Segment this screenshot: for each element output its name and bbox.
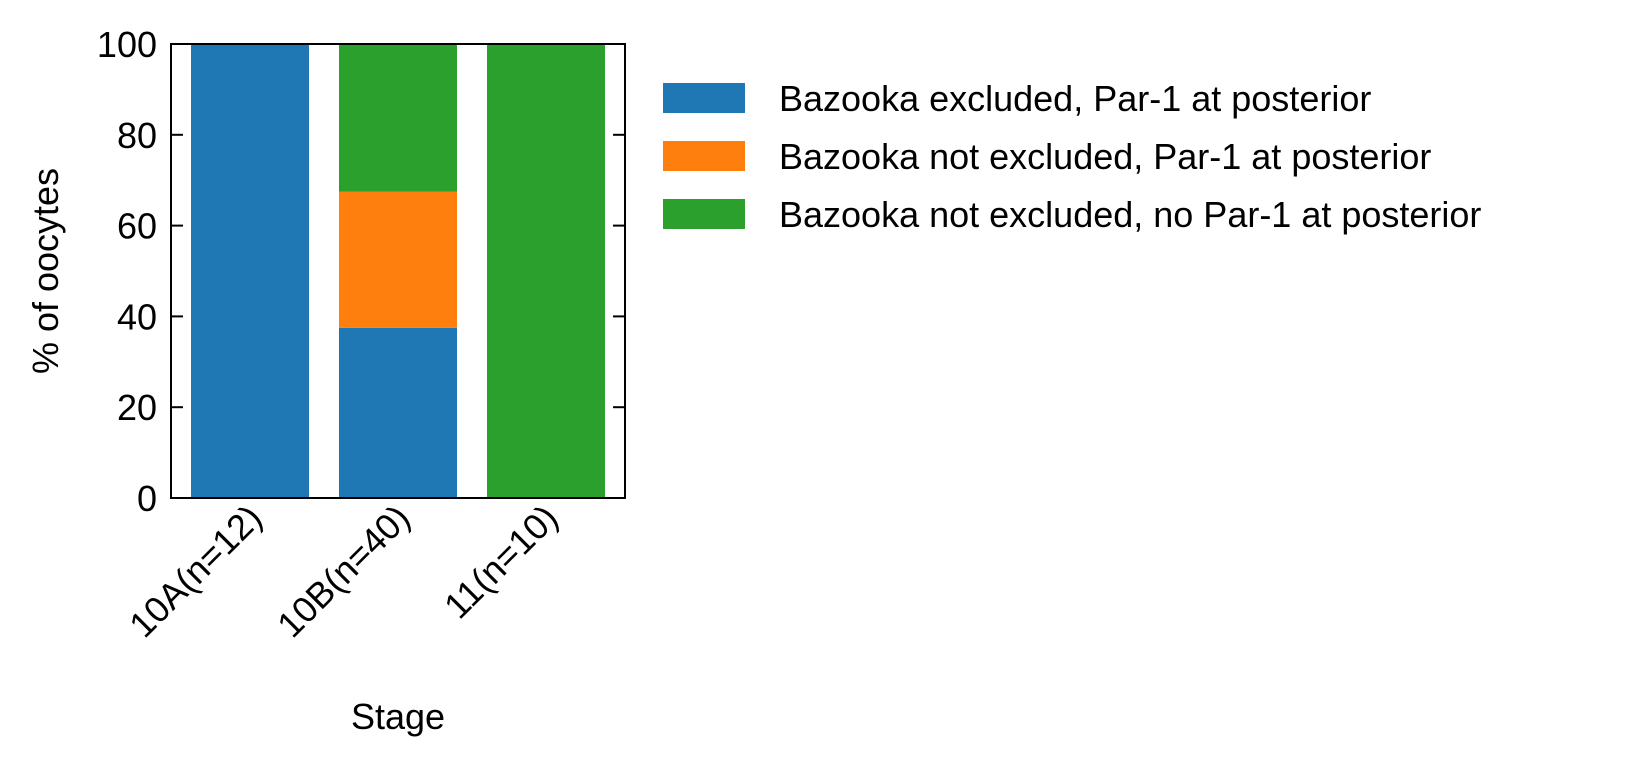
bar-1-1 <box>191 44 309 498</box>
legend-swatch <box>663 83 745 113</box>
legend-swatch <box>663 141 745 171</box>
y-tick-label: 40 <box>117 296 157 337</box>
x-axis-title: Stage <box>351 696 445 737</box>
bar-3-2 <box>339 44 457 192</box>
y-axis: 0 20 40 60 80 100 <box>97 24 625 519</box>
bar-1-2 <box>339 327 457 498</box>
legend-label: Bazooka not excluded, Par-1 at posterior <box>779 136 1431 177</box>
y-tick-label: 20 <box>117 387 157 428</box>
bar-2-2 <box>339 191 457 328</box>
x-tick-label: 10B(n=40) <box>269 497 418 646</box>
plot-frame <box>170 43 626 499</box>
legend-label: Bazooka not excluded, no Par-1 at poster… <box>779 194 1481 235</box>
y-tick-label: 80 <box>117 115 157 156</box>
y-tick-label: 100 <box>97 24 157 65</box>
x-tick-label: 11(n=10) <box>436 497 566 627</box>
bars-layer <box>191 44 605 498</box>
y-axis-title: % of oocytes <box>25 168 66 374</box>
y-tick-label: 60 <box>117 206 157 247</box>
x-axis: 10A(n=12) 10B(n=40) 11(n=10) <box>121 497 566 646</box>
legend-swatch <box>663 199 745 229</box>
y-tick-label: 0 <box>137 478 157 519</box>
legend-label: Bazooka excluded, Par-1 at posterior <box>779 78 1371 119</box>
bar-3-3 <box>487 44 605 498</box>
legend: Bazooka excluded, Par-1 at posterior Bazo… <box>663 78 1481 235</box>
